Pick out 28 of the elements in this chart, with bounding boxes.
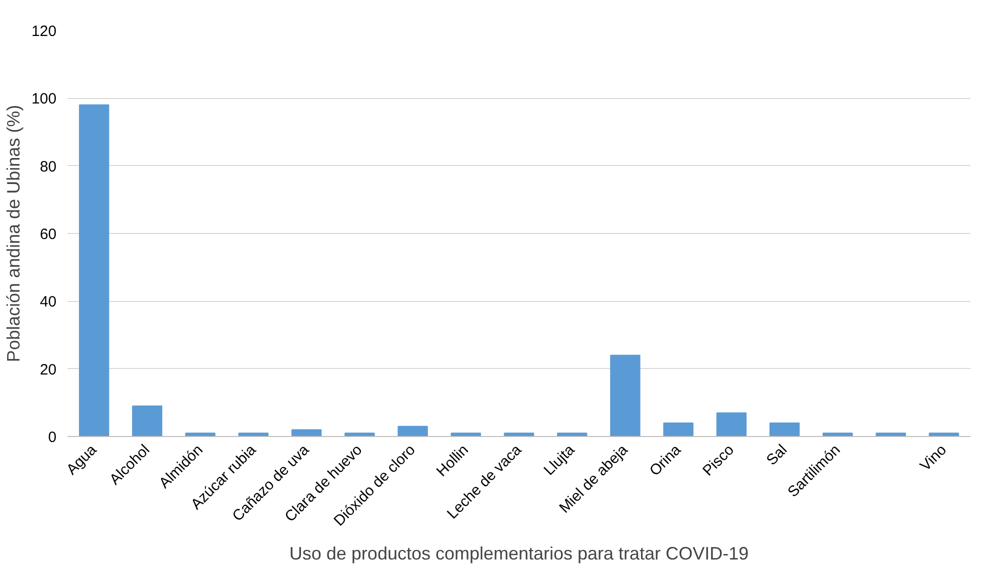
y-tick-label: 20 <box>40 361 57 378</box>
x-tick-label: Sal <box>763 441 791 469</box>
bar <box>663 422 694 436</box>
bar <box>344 432 375 436</box>
bar <box>504 432 534 436</box>
y-tick-label: 80 <box>40 158 57 176</box>
y-tick-label: 40 <box>40 294 57 311</box>
bar <box>291 429 322 436</box>
y-tick-label: 100 <box>31 90 57 108</box>
x-tick-label: Vino <box>916 441 950 475</box>
y-tick-label: 120 <box>31 23 57 40</box>
bar <box>398 426 428 436</box>
bar <box>716 412 747 436</box>
y-axis-title: Población andina de Ubinas (%) <box>3 104 24 362</box>
bar <box>610 354 640 436</box>
y-tick-label: 0 <box>48 429 56 446</box>
bar <box>769 422 800 436</box>
x-axis-title: Uso de productos complementarios para tratar COVID-19 <box>289 544 749 564</box>
bar <box>876 432 906 436</box>
bar <box>132 406 162 436</box>
y-tick-label: 60 <box>40 226 57 243</box>
bar <box>928 432 960 436</box>
bar <box>185 432 216 436</box>
bar <box>557 432 588 436</box>
bar <box>238 432 269 436</box>
bar <box>78 104 110 436</box>
bar <box>822 432 853 436</box>
bar <box>450 432 481 436</box>
